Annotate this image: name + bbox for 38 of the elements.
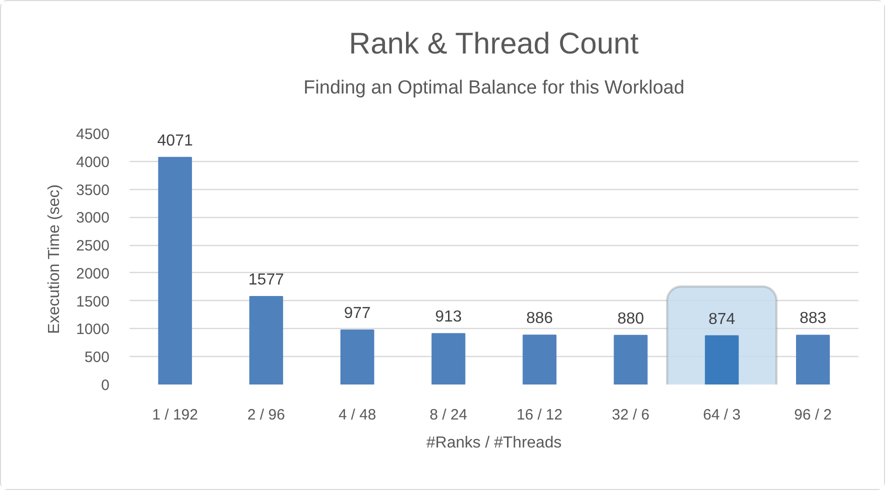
bar (614, 334, 648, 384)
y-tick-label: 4500 (76, 126, 110, 143)
y-tick-label: 4000 (76, 154, 110, 171)
y-tick-label: 1500 (76, 293, 110, 310)
x-tick-label: 96 / 2 (794, 406, 832, 424)
y-tick-label: 3000 (76, 210, 110, 227)
y-tick-label: 2000 (76, 265, 110, 282)
y-axis-title: Execution Time (sec) (46, 184, 64, 334)
data-label: 1577 (248, 272, 284, 289)
data-label: 977 (344, 305, 371, 322)
x-axis-title: #Ranks / #Threads (426, 434, 562, 452)
data-label: 886 (526, 310, 554, 328)
data-label: 880 (617, 310, 644, 328)
x-tick-label: 64 / 3 (703, 406, 741, 424)
data-label: 913 (435, 308, 462, 326)
chart-subtitle: Finding an Optimal Balance for this Workload (304, 78, 684, 98)
y-tick-label: 2500 (76, 238, 110, 255)
chart-title: Rank & Thread Count (348, 28, 640, 60)
bar (704, 335, 739, 384)
data-label: 874 (708, 310, 736, 328)
y-tick-label: 500 (84, 349, 110, 366)
x-tick-label: 16 / 12 (516, 406, 562, 424)
data-label: 883 (800, 310, 826, 328)
y-tick-label: 3500 (76, 182, 110, 199)
y-tick-label: 0 (101, 377, 110, 394)
x-tick-label: 4 / 48 (338, 406, 376, 424)
bar (432, 333, 466, 384)
bar (158, 156, 192, 384)
bar (249, 296, 284, 384)
data-label: 4071 (157, 132, 193, 150)
x-tick-label: 8 / 24 (430, 406, 468, 424)
bar (340, 330, 374, 384)
y-tick-label: 1000 (76, 321, 110, 338)
x-tick-label: 2 / 96 (247, 406, 285, 424)
bar (522, 334, 556, 384)
x-tick-label: 32 / 6 (612, 406, 650, 424)
x-tick-label: 1 / 192 (152, 406, 198, 424)
bar (796, 334, 830, 384)
